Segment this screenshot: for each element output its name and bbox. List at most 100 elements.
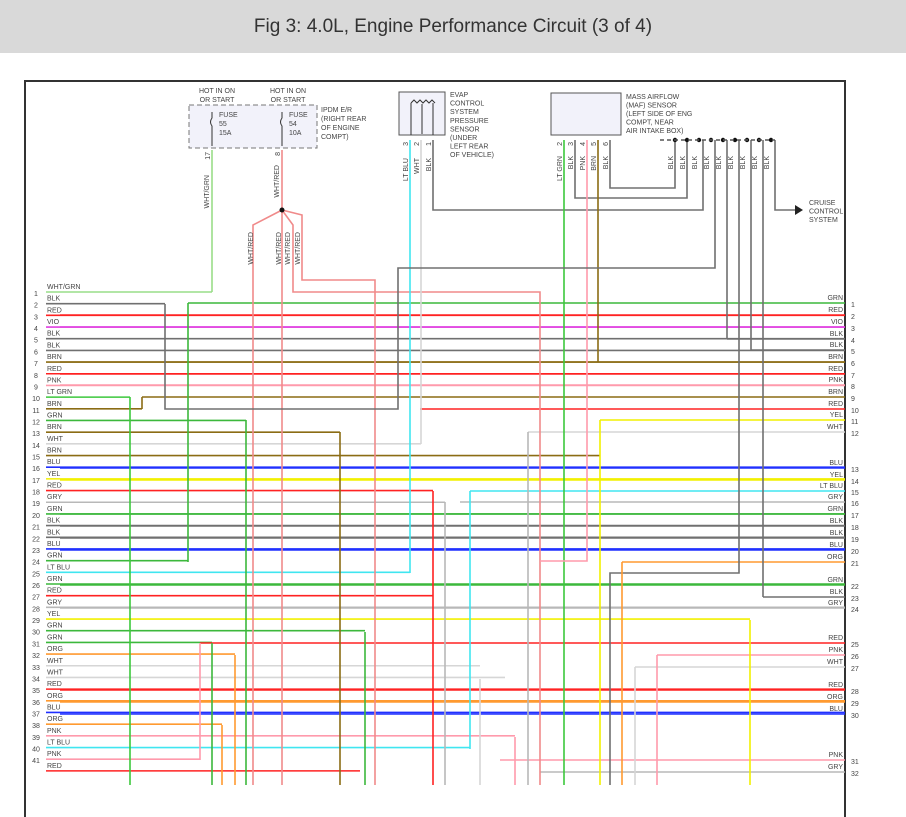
wires [46,140,845,785]
labels: WHT/GRN 1 BLK 2 RED 3 VIO 4 BLK 5 BLK 6 BRN 7 RED 8 PNK 9… [32,88,859,778]
right-pin-number: 1 [851,302,855,309]
ipdm-location: OF ENGINE [321,125,360,132]
hot-in-label: HOT IN ON [270,88,306,95]
right-pin-number: 14 [851,479,859,486]
right-pin-number: 13 [851,467,859,474]
right-pin-number: 16 [851,501,859,508]
wire-label: BLK [752,156,759,170]
evap-pin: 2 [414,142,421,146]
vertical-wire-16 [609,140,740,785]
left-wire-label: RED [47,483,62,490]
vertical-wire-13 [609,140,676,189]
right-pin-number: 8 [851,384,855,391]
left-pin-number: 38 [32,723,40,730]
left-wire-label: BLK [47,296,61,303]
wire-label: BLK [426,158,433,172]
left-wire-label: VIO [47,319,60,326]
right-pin-number: 17 [851,513,859,520]
maf-name: (MAF) SENSOR [626,103,677,110]
right-pin-number: 18 [851,525,859,532]
left-wire-label: GRY [47,494,62,501]
left-pin-number: 40 [32,747,40,754]
right-wire-label: PNK [829,377,844,384]
right-pin-number: 25 [851,642,859,649]
right-wire-label: RED [828,366,843,373]
left-wire-label: ORG [47,716,63,723]
right-wire-label: GRN [827,577,843,584]
left-pin-number: 16 [32,466,40,473]
wire-label: BLK [692,156,699,170]
ipdm-name: IPDM E/R [321,107,352,114]
splice-dot [279,207,285,213]
right-wire-label: RED [828,307,843,314]
right-wire-label: WHT [827,424,844,431]
right-wire-label: PNK [829,647,844,654]
left-wire-label: YEL [47,471,60,478]
right-wire-label: BLK [830,530,844,537]
right-wire-label: RED [828,401,843,408]
vertical-wire-8 [432,140,704,211]
left-wire-label: RED [47,588,62,595]
left-pin-number: 9 [34,384,38,391]
ipdm-pin: 17 [205,152,212,160]
left-pin-number: 29 [32,618,40,625]
left-wire-label: GRY [47,599,62,606]
right-pin-number: 19 [851,537,859,544]
left-wire-label: ORG [47,646,63,653]
fuse-55-label: FUSE [219,112,238,119]
right-pin-number: 27 [851,666,859,673]
maf-location: AIR INTAKE BOX) [626,128,683,135]
fuse-54-label: FUSE [289,112,308,119]
cruise-control-label: CONTROL [809,209,843,216]
left-pin-number: 32 [32,653,40,660]
maf-pin: 4 [580,142,587,146]
evap-location: (UNDER [450,135,477,142]
right-pin-number: 4 [851,338,855,345]
evap-name: SYSTEM [450,109,479,116]
hot-in-label: OR START [200,97,235,104]
wire-label: BLK [740,156,747,170]
ipdm-location: (RIGHT REAR [321,116,366,123]
left-pin-number: 5 [34,338,38,345]
left-pin-number: 7 [34,361,38,368]
evap-pin: 1 [426,142,433,146]
right-pin-number: 31 [851,759,859,766]
evap-location: OF VEHICLE) [450,152,494,159]
wire-label: WHT/RED [285,232,292,265]
ipdm-box [188,104,318,149]
right-wire-label: BLU [829,706,843,713]
left-wire-label: LT GRN [47,389,72,396]
right-wire-label: BLK [830,518,844,525]
evap-name: CONTROL [450,101,484,108]
left-pin-number: 1 [34,291,38,298]
wire-label: LT BLU [403,158,410,181]
right-wire-label: ORG [827,554,843,561]
right-pin-number: 6 [851,361,855,368]
right-wire-label: BLK [830,589,844,596]
right-wire-label: WHT [827,659,844,666]
vertical-wire-19 [774,140,795,211]
right-pin-number: 11 [851,419,858,426]
right-pin-number: 30 [851,713,859,720]
left-wire-label: BLU [47,459,61,466]
right-pin-number: 3 [851,326,855,333]
vertical-wire-11 [540,140,588,562]
right-wire-label: BLU [829,460,843,467]
left-pin-number: 10 [32,396,40,403]
left-wire-label: GRN [47,412,63,419]
left-wire-label: PNK [47,728,62,735]
right-pin-number: 10 [851,408,859,415]
left-pin-number: 26 [32,583,40,590]
right-pin-number: 15 [851,490,859,497]
left-wire-label: BRN [47,424,62,431]
left-pin-number: 22 [32,536,40,543]
wire-label: WHT/RED [276,232,283,265]
left-wire-label: RED [47,681,62,688]
right-pin-number: 9 [851,396,855,403]
hot-in-label: OR START [271,97,306,104]
wire-label: BRN [591,156,598,171]
left-wire-label: RED [47,366,62,373]
left-wire-label: RED [47,307,62,314]
fuse-icon [210,112,283,146]
vertical-wire-5 [281,209,376,785]
